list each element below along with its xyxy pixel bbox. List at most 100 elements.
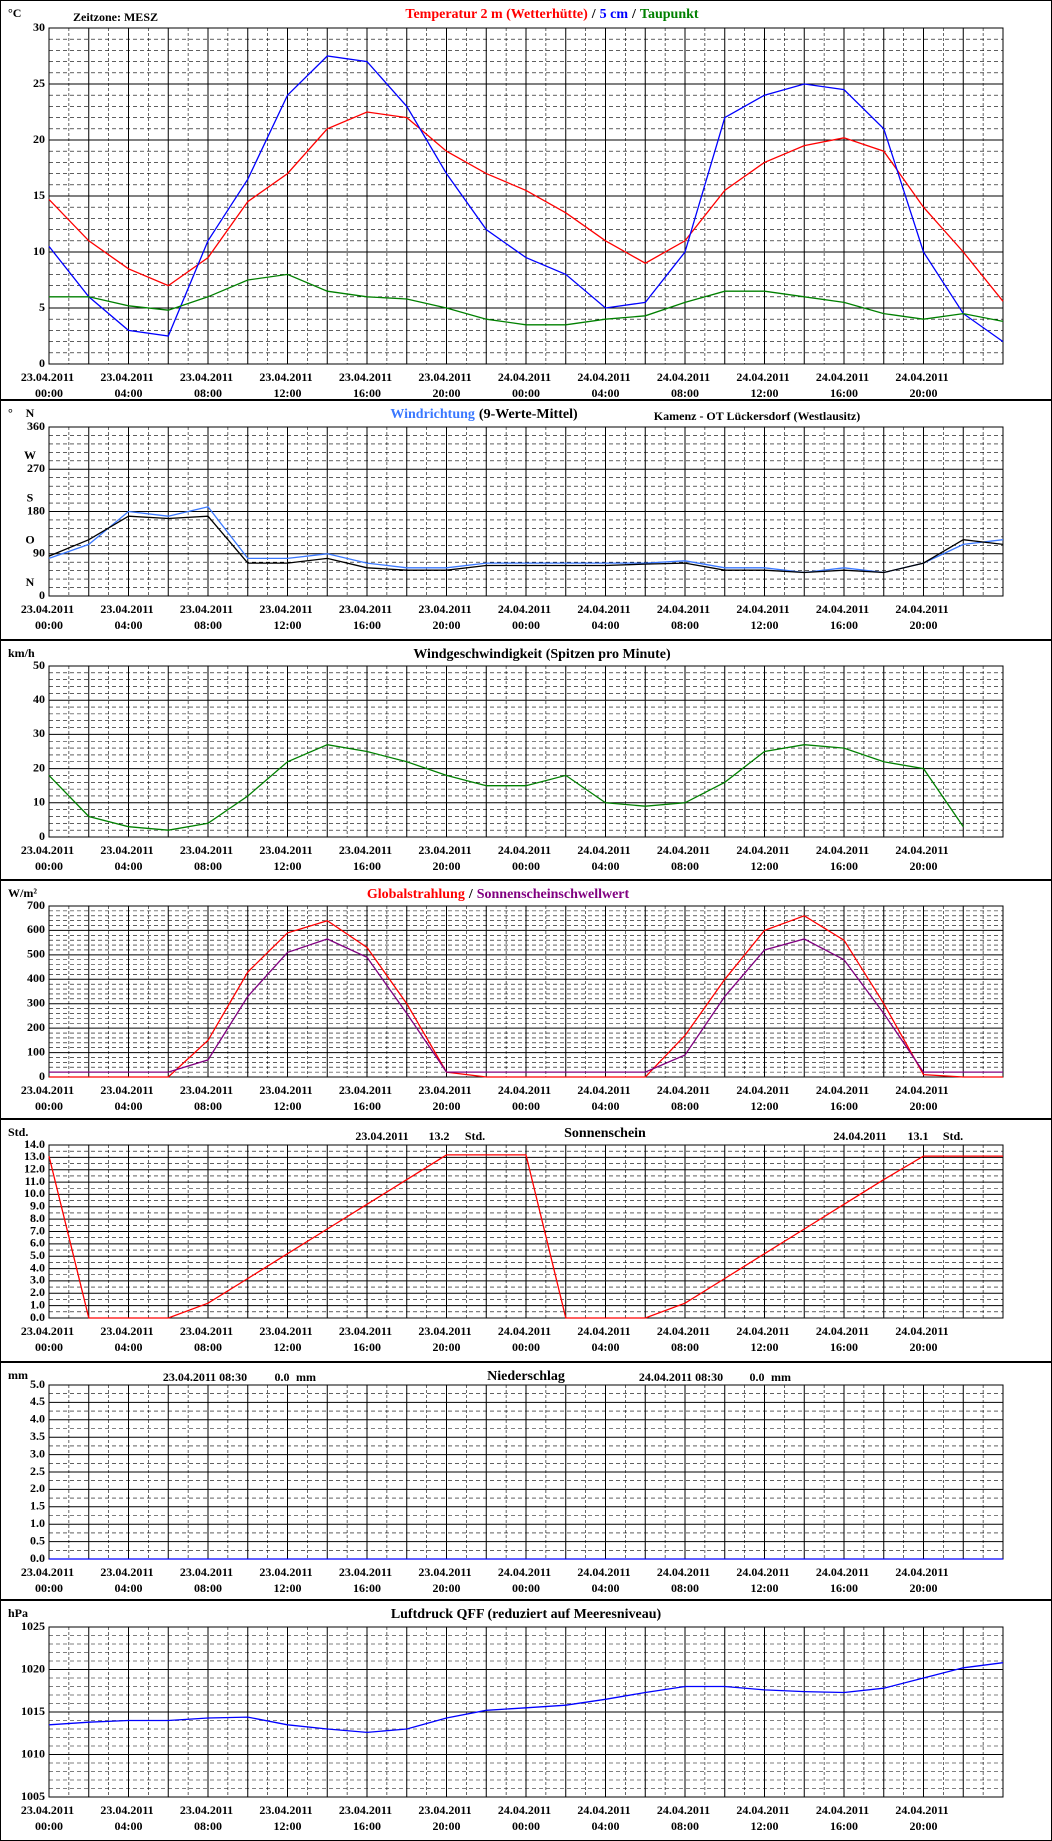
legend-entry: Temperatur 2 m (Wetterhütte)	[405, 7, 588, 22]
x-tick-label: 24.04.2011 04:00	[577, 1083, 633, 1113]
x-tick-label: 23.04.2011 12:00	[259, 1565, 315, 1595]
x-tick-label: 24.04.2011 08:00	[657, 1324, 713, 1354]
x-tick-label: 24.04.2011 12:00	[736, 1083, 792, 1113]
x-tick-label: 24.04.2011 00:00	[498, 1083, 554, 1113]
x-tick-label: 24.04.2011 16:00	[816, 1324, 872, 1354]
y-tick-label: 0	[39, 1069, 45, 1083]
x-tick-label: 24.04.2011 20:00	[895, 1324, 951, 1354]
compass-label: S	[27, 490, 34, 504]
x-tick-label: 23.04.2011 08:00	[180, 843, 236, 873]
x-tick-label: 24.04.2011 04:00	[577, 602, 633, 632]
x-tick-label: 24.04.2011 12:00	[736, 843, 792, 873]
y-tick-label: 700	[27, 898, 45, 912]
x-tick-label: 23.04.2011 08:00	[180, 602, 236, 632]
annotation: mm	[771, 1370, 791, 1384]
series-line	[48, 55, 1004, 343]
compass-label: O	[25, 533, 34, 547]
x-tick-label: 24.04.2011 12:00	[736, 1324, 792, 1354]
series-line	[49, 273, 1004, 326]
x-tick-label: 24.04.2011 04:00	[577, 843, 633, 873]
x-tick-label: 23.04.2011 08:00	[180, 1324, 236, 1354]
y-tick-label: 5	[39, 300, 45, 314]
x-tick-label: 23.04.2011 16:00	[339, 602, 395, 632]
y-tick-label: 3.0	[30, 1273, 45, 1287]
x-tick-label: 23.04.2011 12:00	[259, 1803, 315, 1833]
y-tick-label: 11.0	[25, 1174, 45, 1188]
y-tick-label: 0.0	[30, 1551, 45, 1565]
x-tick-label: 24.04.2011 20:00	[895, 1565, 951, 1595]
y-tick-label: 500	[27, 947, 45, 961]
x-tick-label: 24.04.2011 00:00	[498, 843, 554, 873]
x-tick-label: 24.04.2011 00:00	[498, 1803, 554, 1833]
x-tick-label: 23.04.2011 20:00	[418, 1324, 474, 1354]
x-tick-label: 24.04.2011 08:00	[657, 843, 713, 873]
y-tick-label: 40	[33, 692, 45, 706]
y-tick-label: 10	[33, 795, 45, 809]
unit-label: °C	[8, 6, 21, 20]
legend: Windrichtung (9-Werte-Mittel)	[390, 407, 578, 422]
y-tick-label: 1025	[21, 1619, 45, 1633]
x-tick-label: 23.04.2011 12:00	[259, 602, 315, 632]
x-tick-label: 24.04.2011 04:00	[577, 370, 633, 400]
y-tick-label: 8.0	[30, 1211, 45, 1225]
compass-label: W	[24, 448, 36, 462]
chart-title: Sonnenschein	[564, 1126, 646, 1141]
y-tick-label: 1020	[21, 1661, 45, 1675]
x-tick-label: 23.04.2011 08:00	[180, 1803, 236, 1833]
y-tick-label: 400	[27, 971, 45, 985]
x-tick-label: 23.04.2011 08:00	[180, 370, 236, 400]
x-tick-label: 23.04.2011 20:00	[418, 1803, 474, 1833]
annotation: Std.	[465, 1129, 485, 1143]
x-tick-label: 24.04.2011 16:00	[816, 1565, 872, 1595]
y-tick-label: 2.5	[30, 1464, 45, 1478]
x-tick-label: 23.04.2011 12:00	[259, 843, 315, 873]
series-line	[48, 744, 964, 831]
annotation: 24.04.2011 08:30	[639, 1370, 723, 1384]
x-tick-label: 24.04.2011 16:00	[816, 1083, 872, 1113]
x-tick-label: 24.04.2011 20:00	[895, 602, 951, 632]
x-tick-label: 24.04.2011 20:00	[895, 843, 951, 873]
y-tick-label: 13.0	[24, 1149, 45, 1163]
x-tick-label: 23.04.2011 16:00	[339, 1565, 395, 1595]
y-tick-label: 0.5	[30, 1533, 45, 1547]
series-line	[48, 506, 1004, 574]
y-tick-label: 1.0	[30, 1516, 45, 1530]
y-tick-label: 3.0	[30, 1446, 45, 1460]
y-tick-label: 20	[33, 132, 45, 146]
unit-label: W/m²	[8, 886, 37, 900]
unit-label: mm	[8, 1368, 28, 1382]
x-tick-label: 23.04.2011 16:00	[339, 1324, 395, 1354]
y-tick-label: 5.0	[30, 1248, 45, 1262]
legend-entry: Globalstrahlung	[367, 887, 465, 902]
series-line	[48, 1662, 1004, 1734]
y-tick-label: 2.0	[30, 1481, 45, 1495]
y-tick-label: 1005	[21, 1789, 45, 1803]
series-line	[48, 515, 1004, 574]
annotation: 23.04.2011	[355, 1129, 408, 1143]
legend-entry: (9-Werte-Mittel)	[479, 407, 578, 422]
series-line	[49, 915, 1003, 1078]
y-tick-label: 90	[33, 546, 45, 560]
x-tick-label: 24.04.2011 00:00	[498, 602, 554, 632]
x-tick-label: 24.04.2011 20:00	[895, 1803, 951, 1833]
x-tick-label: 23.04.2011 12:00	[259, 1083, 315, 1113]
x-tick-label: 23.04.2011 04:00	[100, 602, 156, 632]
x-tick-label: 24.04.2011 16:00	[816, 370, 872, 400]
y-tick-label: 4.5	[30, 1394, 45, 1408]
x-tick-label: 23.04.2011 16:00	[339, 1803, 395, 1833]
plot-frame	[48, 1144, 1004, 1319]
y-tick-label: 30	[33, 726, 45, 740]
annotation: 13.1	[908, 1129, 929, 1143]
x-tick-label: 24.04.2011 04:00	[577, 1803, 633, 1833]
y-tick-label: 180	[27, 503, 45, 517]
y-tick-label: 9.0	[30, 1199, 45, 1213]
series-line	[49, 938, 1003, 1073]
x-tick-label: 24.04.2011 00:00	[498, 370, 554, 400]
x-tick-label: 23.04.2011 00:00	[21, 1565, 77, 1595]
y-tick-label: 14.0	[24, 1137, 45, 1151]
annotation: Std.	[943, 1129, 963, 1143]
x-tick-label: 23.04.2011 20:00	[418, 370, 474, 400]
y-tick-label: 50	[33, 658, 45, 672]
y-tick-label: 1.0	[30, 1297, 45, 1311]
